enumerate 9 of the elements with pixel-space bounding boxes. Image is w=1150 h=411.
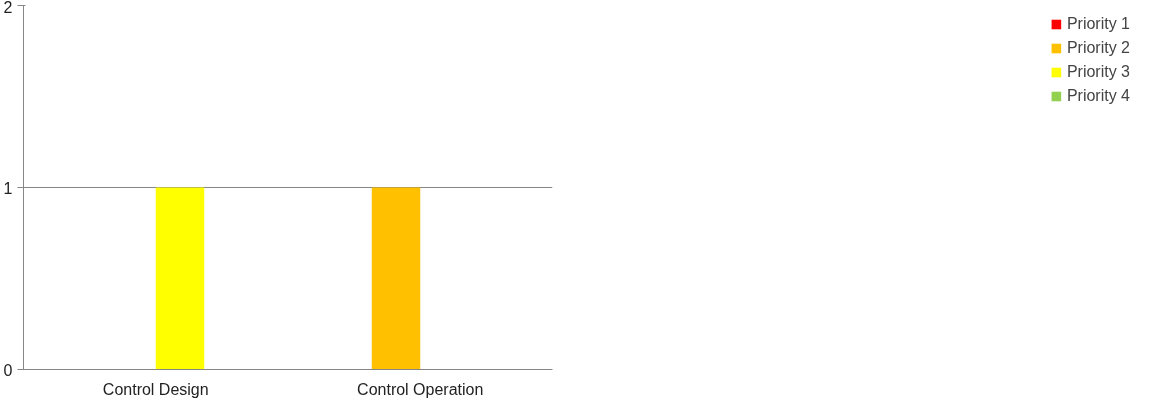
y-tick-label: 1 xyxy=(3,179,13,197)
legend-label: Priority 1 xyxy=(1066,15,1130,33)
legend-label: Priority 2 xyxy=(1066,39,1130,57)
y-tick-label: 2 xyxy=(3,0,13,16)
legend-label: Priority 3 xyxy=(1066,63,1130,81)
y-tick-label: 0 xyxy=(3,361,13,379)
legend-label: Priority 4 xyxy=(1066,87,1130,105)
x-tick-label: Control Design xyxy=(102,380,209,398)
x-tick-label: Control Operation xyxy=(357,380,484,398)
